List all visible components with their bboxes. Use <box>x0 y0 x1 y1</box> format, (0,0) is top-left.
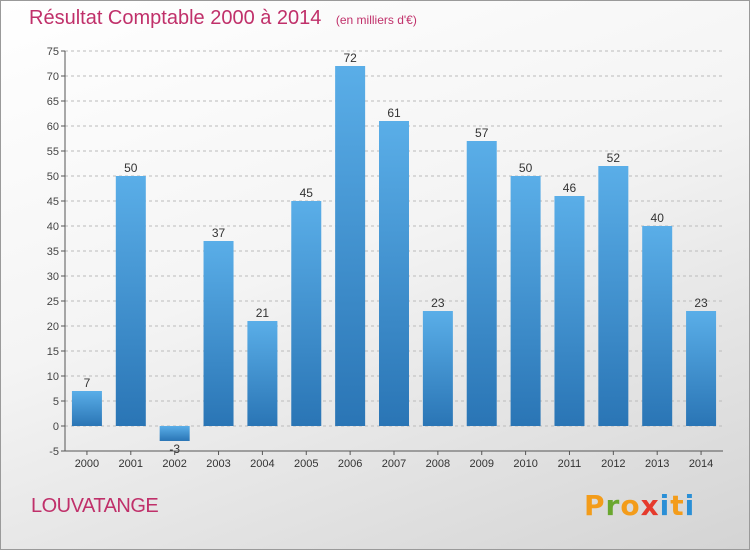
y-tick-label: 70 <box>47 71 59 83</box>
bar <box>466 141 497 426</box>
y-tick-label: 0 <box>53 421 59 433</box>
value-label: 45 <box>300 186 314 200</box>
x-tick-label: 2008 <box>426 458 450 470</box>
x-tick-label: 2012 <box>601 458 625 470</box>
y-tick-label: 50 <box>47 171 59 183</box>
bar <box>115 176 146 426</box>
value-label: 37 <box>212 226 226 240</box>
x-tick-label: 2001 <box>119 458 143 470</box>
bar <box>379 121 409 426</box>
x-tick-label: 2006 <box>338 458 362 470</box>
bar <box>335 66 366 426</box>
x-tick-label: 2009 <box>469 458 493 470</box>
bar <box>598 166 629 426</box>
value-label: 46 <box>563 181 577 195</box>
y-tick-label: 25 <box>47 296 59 308</box>
value-label: 23 <box>431 296 445 310</box>
value-label: -3 <box>169 442 180 456</box>
x-tick-label: 2004 <box>250 458 274 470</box>
title-row: Résultat Comptable 2000 à 2014 (en milli… <box>29 7 417 30</box>
y-tick-label: 30 <box>47 271 59 283</box>
bar <box>422 311 453 426</box>
x-tick-label: 2005 <box>294 458 318 470</box>
bar <box>686 311 717 426</box>
commune-name: LOUVATANGE <box>31 495 159 517</box>
y-tick-label: 40 <box>47 221 59 233</box>
chart-unit: (en milliers d'€) <box>335 13 417 27</box>
bar <box>159 426 190 441</box>
y-tick-label: 20 <box>47 321 59 333</box>
bar <box>71 391 102 426</box>
value-label: 50 <box>124 161 138 175</box>
value-label: 61 <box>387 106 401 120</box>
y-tick-label: 15 <box>47 346 59 358</box>
y-tick-label: -5 <box>49 446 59 458</box>
bar <box>291 201 322 426</box>
x-tick-label: 2010 <box>513 458 537 470</box>
bar <box>203 241 234 426</box>
value-label: 21 <box>256 306 270 320</box>
x-tick-label: 2014 <box>689 458 713 470</box>
value-label: 40 <box>651 211 665 225</box>
y-tick-label: 65 <box>47 96 59 108</box>
y-tick-label: 45 <box>47 196 59 208</box>
chart-title: Résultat Comptable 2000 à 2014 <box>29 7 322 29</box>
value-label: 23 <box>694 296 708 310</box>
y-tick-label: 60 <box>47 121 59 133</box>
bars-layer <box>71 66 717 441</box>
bar <box>642 226 673 426</box>
x-tick-label: 2000 <box>75 458 99 470</box>
bar <box>247 321 278 426</box>
y-tick-label: 55 <box>47 146 59 158</box>
proxiti-logo: Proxiti <box>584 489 696 522</box>
bar <box>554 196 585 426</box>
y-tick-label: 35 <box>47 246 59 258</box>
value-label: 57 <box>475 126 489 140</box>
axis-layer: -5 0 5 10 15 20 25 30 35 40 45 50 55 60 65 70 75 2000 2001… <box>47 46 723 470</box>
labels-layer: 7 50 -3 37 21 45 72 61 23 57 50 46 52 40 23 <box>84 51 708 456</box>
x-tick-label: 2003 <box>206 458 230 470</box>
x-tick-label: 2011 <box>558 458 582 470</box>
x-tick-label: 2002 <box>162 458 186 470</box>
y-tick-label: 75 <box>47 46 59 58</box>
value-label: 7 <box>84 376 91 390</box>
y-tick-label: 5 <box>53 396 59 408</box>
x-tick-label: 2013 <box>645 458 669 470</box>
value-label: 52 <box>607 151 621 165</box>
value-label: 50 <box>519 161 533 175</box>
x-tick-label: 2007 <box>382 458 406 470</box>
y-tick-label: 10 <box>47 371 59 383</box>
bar <box>510 176 541 426</box>
value-label: 72 <box>343 51 357 65</box>
